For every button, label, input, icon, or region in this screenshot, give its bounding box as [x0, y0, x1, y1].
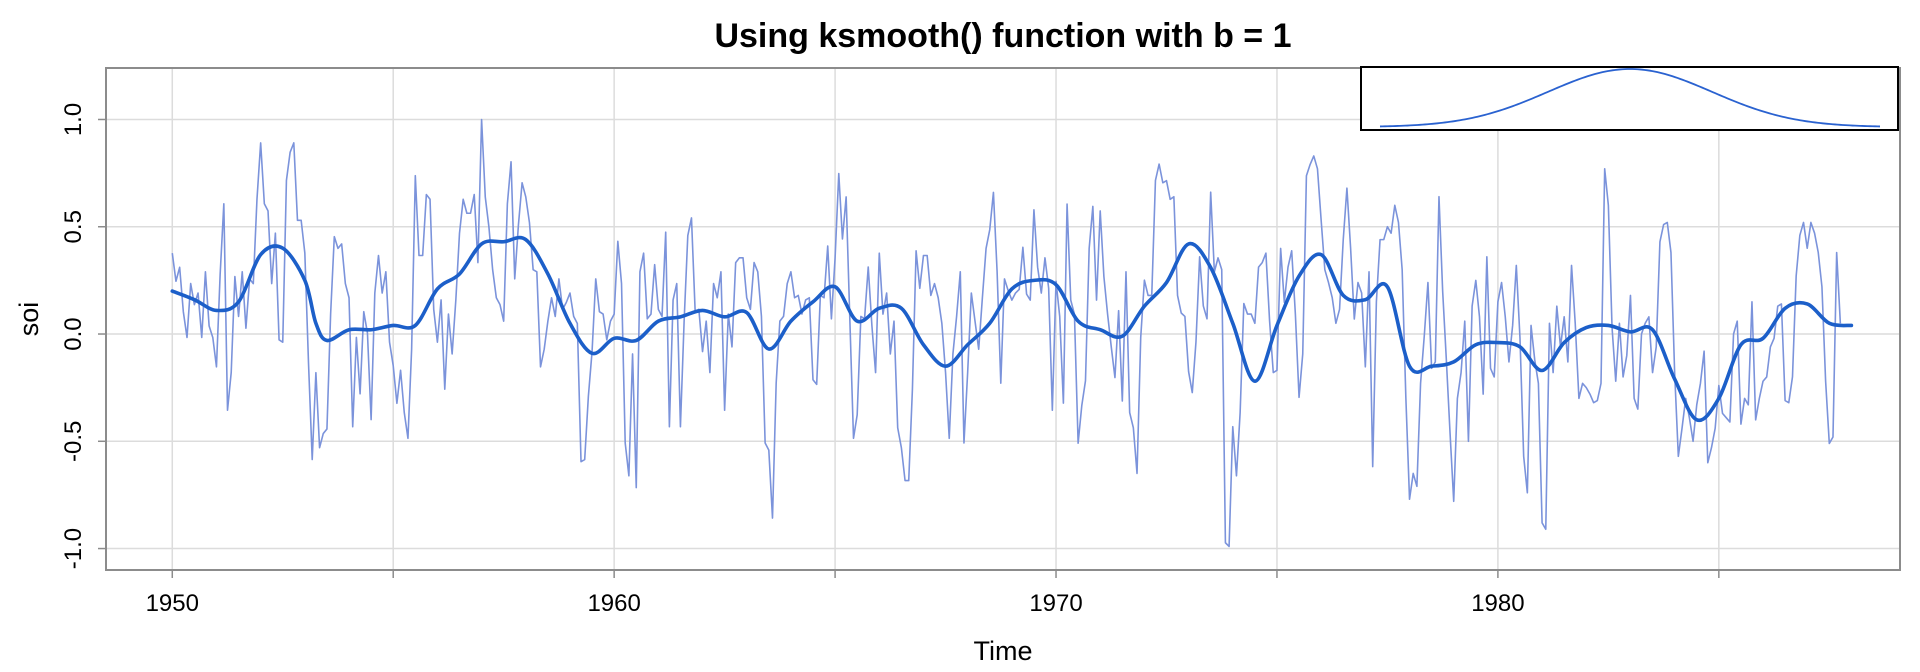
y-tick-label: 0.5	[60, 210, 87, 243]
raw-series-line	[171, 118, 1842, 548]
x-tick-label: 1980	[1471, 590, 1524, 617]
inset-frame	[1360, 66, 1899, 131]
x-tick-label: 1950	[146, 590, 199, 617]
raw-series	[171, 118, 1842, 548]
y-axis-label: soi	[14, 302, 44, 337]
x-tick-label: 1960	[587, 590, 640, 617]
y-tick-label: 0.0	[60, 317, 87, 350]
x-tick-label: 1970	[1029, 590, 1082, 617]
smoothed-series-line	[170, 235, 1854, 423]
plot-frame	[105, 67, 1901, 571]
chart-title: Using ksmooth() function with b = 1	[714, 17, 1291, 55]
kernel-inset	[1360, 66, 1899, 131]
y-tick-label: -1.0	[60, 528, 87, 569]
y-tick-label: 1.0	[60, 103, 87, 136]
x-axis: 1950 1960 1970 1980	[146, 570, 1720, 617]
smoothed-series	[170, 235, 1854, 423]
x-axis-label: Time	[974, 636, 1033, 666]
kernel-curve	[1379, 68, 1881, 128]
y-axis: -1.0 -0.5 0.0 0.5 1.0	[60, 103, 106, 569]
y-tick-label: -0.5	[60, 421, 87, 462]
